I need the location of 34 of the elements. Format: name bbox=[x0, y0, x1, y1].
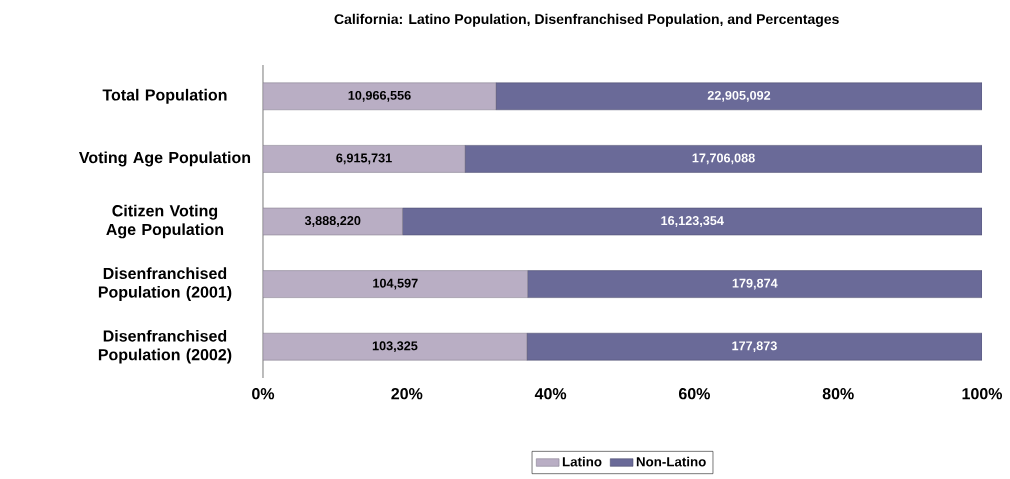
annotation: 104,597 bbox=[373, 278, 418, 290]
bar bbox=[527, 270, 982, 298]
x-tick-label: 100% bbox=[962, 388, 1003, 400]
legend-label: Non-Latino bbox=[636, 456, 706, 467]
annotation: 17,706,088 bbox=[692, 153, 755, 165]
y-tick-label: Citizen Voting Age Population bbox=[106, 204, 224, 239]
annotation: 6,915,731 bbox=[336, 153, 392, 165]
annotation: 16,123,354 bbox=[661, 216, 724, 227]
annotation: 22,905,092 bbox=[707, 90, 771, 102]
bar bbox=[263, 145, 466, 173]
chart-title: California: Latino Population, Disenfranchised Population, and Percentages bbox=[334, 13, 839, 27]
bar bbox=[263, 82, 497, 111]
bar bbox=[263, 207, 403, 236]
x-tick-label: 0% bbox=[252, 388, 275, 400]
annotation: 10,966,556 bbox=[348, 90, 411, 102]
y-tick-label: Disenfranchised Population (2001) bbox=[98, 267, 232, 301]
x-tick-label: 80% bbox=[822, 388, 854, 400]
x-tick-label: 40% bbox=[534, 388, 567, 400]
bar bbox=[495, 82, 982, 111]
annotation: 179,874 bbox=[732, 278, 778, 290]
bar bbox=[263, 332, 528, 361]
bar bbox=[526, 332, 982, 361]
y-tick-label: Voting Age Population bbox=[79, 151, 251, 167]
bar bbox=[464, 145, 982, 173]
annotation: 103,325 bbox=[372, 341, 418, 353]
y-tick-label: Total Population bbox=[102, 88, 227, 104]
bar bbox=[402, 207, 982, 236]
bar bbox=[263, 270, 528, 298]
x-tick-label: 20% bbox=[391, 388, 423, 400]
legend-label: Latino bbox=[562, 456, 602, 467]
y-tick-label: Disenfranchised Population (2002) bbox=[98, 329, 232, 364]
annotation: 3,888,220 bbox=[304, 216, 361, 227]
annotation: 177,873 bbox=[732, 341, 777, 353]
x-tick-label: 60% bbox=[678, 388, 710, 400]
